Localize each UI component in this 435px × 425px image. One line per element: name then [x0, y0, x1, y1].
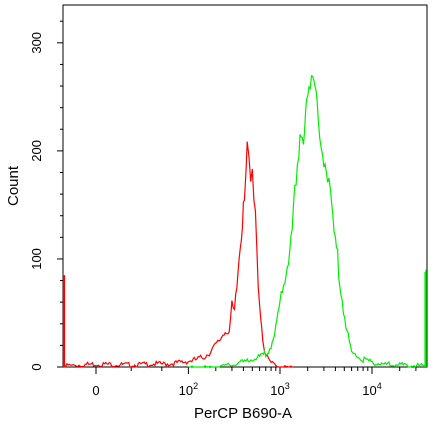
- y-tick-label: 300: [29, 32, 44, 54]
- x-tick-base: 0: [92, 383, 99, 398]
- x-tick-base: 10: [270, 383, 284, 398]
- x-tick-label: 0: [92, 383, 99, 398]
- x-tick-label: 103: [270, 381, 289, 398]
- y-axis-ticks: 0 100 200 300: [29, 20, 63, 371]
- x-tick-label: 102: [179, 381, 198, 398]
- x-tick-exponent: 3: [285, 381, 290, 391]
- series-layer: [62, 74, 427, 368]
- x-tick-exponent: 4: [377, 381, 382, 391]
- y-axis-title: Count: [5, 165, 22, 206]
- x-tick-base: 10: [362, 383, 376, 398]
- histogram-series-green: [188, 74, 427, 368]
- x-tick-label: 104: [362, 381, 381, 398]
- x-axis-ticks: 0102103104105: [92, 367, 417, 398]
- x-tick-base: 10: [179, 383, 193, 398]
- y-tick-label: 0: [29, 363, 44, 370]
- y-tick-label: 100: [29, 248, 44, 270]
- y-tick-label: 200: [29, 140, 44, 162]
- x-tick-exponent: 2: [193, 381, 198, 391]
- x-axis-title: PerCP B690-A: [194, 405, 292, 422]
